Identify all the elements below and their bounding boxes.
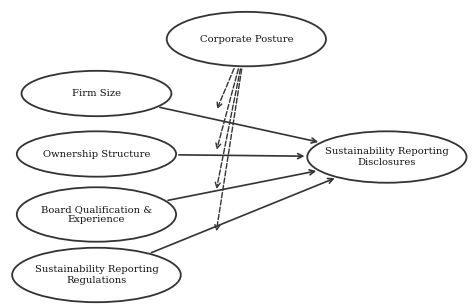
Ellipse shape	[307, 131, 466, 183]
Ellipse shape	[167, 12, 326, 66]
Text: Ownership Structure: Ownership Structure	[43, 149, 150, 159]
Ellipse shape	[12, 248, 181, 302]
Text: Firm Size: Firm Size	[72, 89, 121, 98]
Text: Sustainability Reporting
Regulations: Sustainability Reporting Regulations	[35, 265, 158, 285]
Ellipse shape	[21, 71, 172, 116]
Text: Sustainability Reporting
Disclosures: Sustainability Reporting Disclosures	[325, 147, 449, 167]
Text: Board Qualification &
Experience: Board Qualification & Experience	[41, 205, 152, 224]
Ellipse shape	[17, 131, 176, 177]
Ellipse shape	[17, 187, 176, 242]
Text: Corporate Posture: Corporate Posture	[200, 34, 293, 43]
